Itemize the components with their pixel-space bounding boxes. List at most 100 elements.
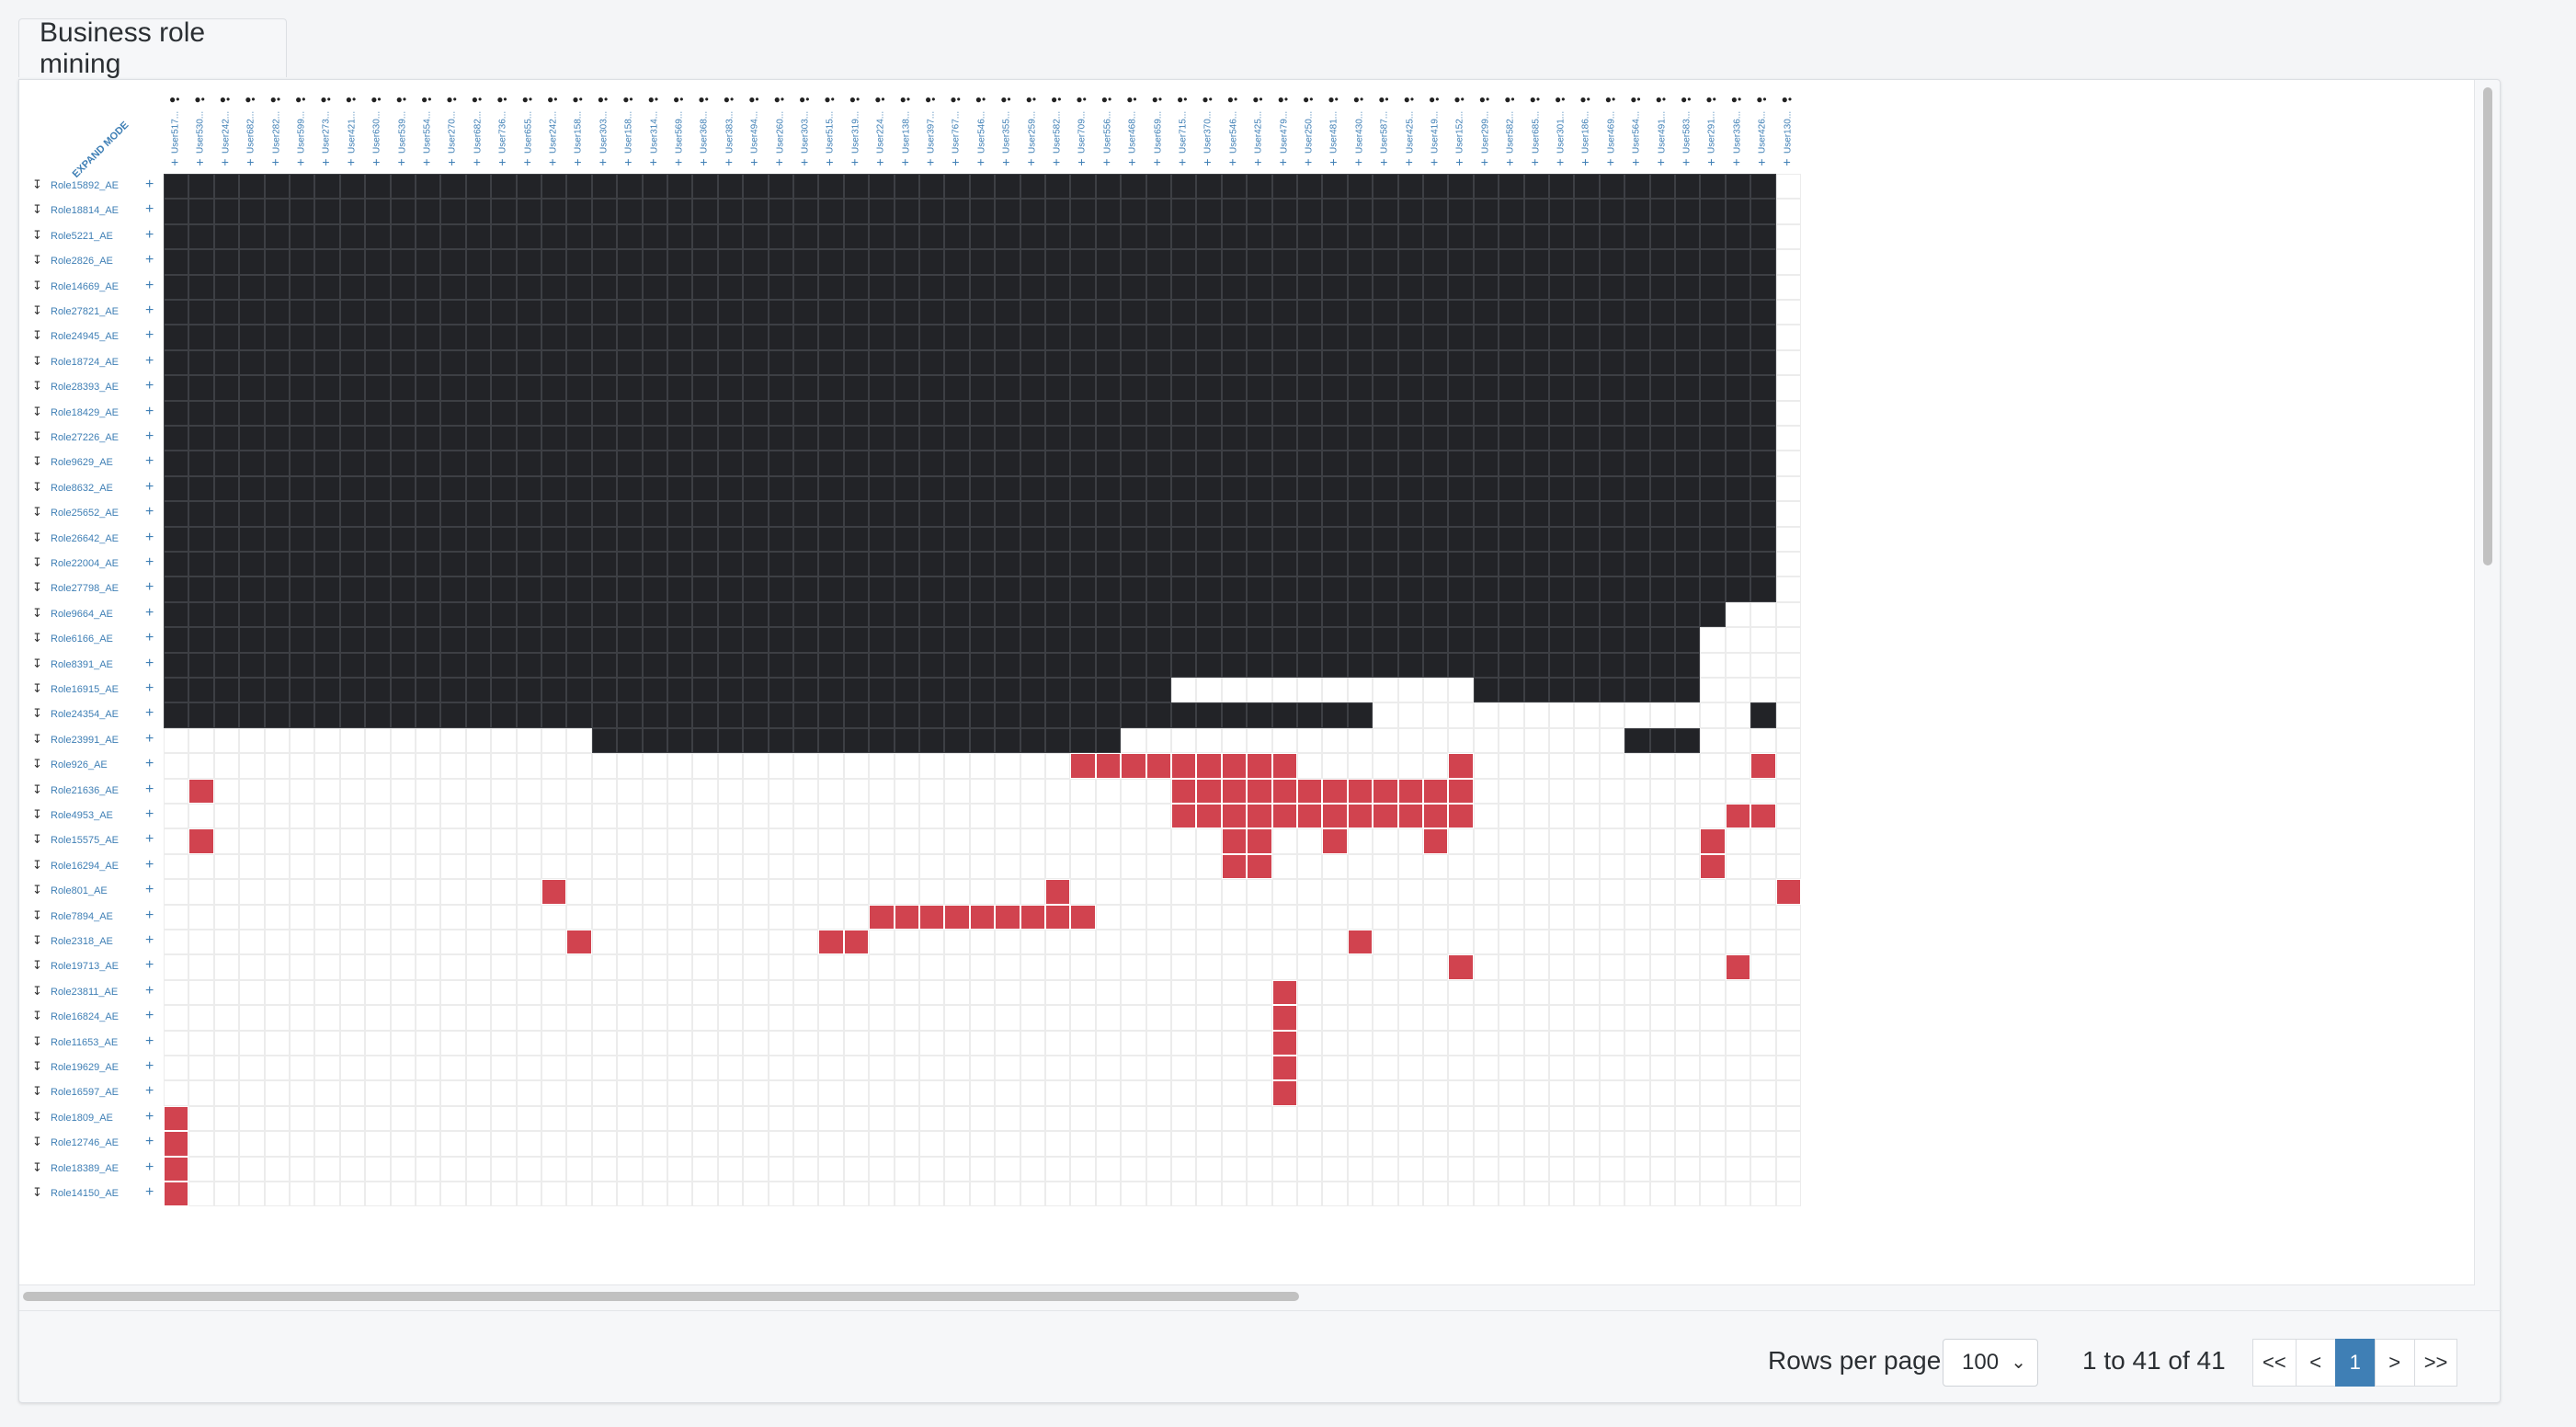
plus-icon[interactable]: + <box>145 352 154 369</box>
matrix-cell-empty[interactable] <box>1070 1005 1096 1031</box>
matrix-cell-empty[interactable] <box>416 879 441 905</box>
plus-icon[interactable]: + <box>145 177 154 192</box>
matrix-cell-assigned[interactable] <box>1473 652 1499 678</box>
matrix-cell-assigned[interactable] <box>617 577 643 602</box>
matrix-cell-assigned[interactable] <box>818 727 844 754</box>
matrix-cell-assigned[interactable] <box>1700 426 1726 451</box>
matrix-cell-empty[interactable] <box>1221 930 1248 955</box>
matrix-cell-empty[interactable] <box>793 954 819 980</box>
matrix-cell-empty[interactable] <box>491 1005 517 1031</box>
matrix-cell-assigned[interactable] <box>1599 274 1625 300</box>
matrix-cell-assigned[interactable] <box>692 627 718 653</box>
matrix-cell-empty[interactable] <box>164 1056 189 1081</box>
matrix-cell-assigned[interactable] <box>743 400 769 426</box>
matrix-cell-assigned[interactable] <box>894 325 919 350</box>
matrix-cell-assigned[interactable] <box>164 349 189 376</box>
matrix-cell-empty[interactable] <box>491 1182 517 1207</box>
matrix-cell-empty[interactable] <box>516 727 541 754</box>
people-icon[interactable]: ●• <box>1453 93 1465 106</box>
matrix-cell-assigned[interactable] <box>1675 199 1701 224</box>
matrix-cell-assigned[interactable] <box>843 223 870 250</box>
matrix-cell-empty[interactable] <box>768 1105 793 1132</box>
matrix-cell-empty[interactable] <box>869 1105 895 1132</box>
matrix-cell-suggested[interactable] <box>1171 753 1197 779</box>
matrix-cell-assigned[interactable] <box>1271 325 1297 350</box>
matrix-cell-assigned[interactable] <box>818 174 844 200</box>
plus-icon[interactable]: + <box>1254 154 1262 169</box>
matrix-cell-assigned[interactable] <box>1448 501 1474 527</box>
matrix-cell-assigned[interactable] <box>365 627 391 653</box>
matrix-cell-assigned[interactable] <box>919 601 945 628</box>
matrix-cell-assigned[interactable] <box>516 300 541 325</box>
matrix-cell-assigned[interactable] <box>1499 249 1524 275</box>
matrix-cell-assigned[interactable] <box>692 349 718 376</box>
matrix-cell-assigned[interactable] <box>969 199 996 224</box>
matrix-cell-empty[interactable] <box>188 727 214 754</box>
matrix-cell-empty[interactable] <box>1171 1005 1197 1031</box>
matrix-cell-assigned[interactable] <box>1020 451 1045 476</box>
matrix-cell-assigned[interactable] <box>793 475 819 502</box>
matrix-cell-assigned[interactable] <box>1045 526 1071 552</box>
matrix-cell-assigned[interactable] <box>1700 349 1726 376</box>
matrix-cell-empty[interactable] <box>1624 702 1650 728</box>
next-page-button[interactable]: > <box>2374 1339 2415 1387</box>
role-row-label[interactable]: Role28393_AE <box>51 382 120 394</box>
matrix-cell-assigned[interactable] <box>339 702 366 728</box>
matrix-cell-assigned[interactable] <box>717 300 744 325</box>
matrix-cell-empty[interactable] <box>264 954 290 980</box>
matrix-cell-assigned[interactable] <box>1574 349 1600 376</box>
matrix-cell-assigned[interactable] <box>1397 223 1423 250</box>
matrix-cell-assigned[interactable] <box>869 727 895 754</box>
matrix-cell-empty[interactable] <box>164 828 189 854</box>
matrix-cell-assigned[interactable] <box>164 174 189 200</box>
matrix-cell-assigned[interactable] <box>516 174 541 200</box>
matrix-cell-empty[interactable] <box>1070 954 1096 980</box>
matrix-cell-empty[interactable] <box>339 904 366 930</box>
matrix-cell-assigned[interactable] <box>213 426 240 451</box>
matrix-cell-assigned[interactable] <box>1725 174 1751 200</box>
matrix-cell-assigned[interactable] <box>365 702 391 728</box>
matrix-cell-empty[interactable] <box>1549 1105 1575 1132</box>
matrix-cell-assigned[interactable] <box>1473 274 1499 300</box>
matrix-cell-suggested[interactable] <box>164 1182 189 1207</box>
matrix-cell-assigned[interactable] <box>1624 375 1650 401</box>
matrix-cell-assigned[interactable] <box>1347 702 1373 728</box>
role-row-label[interactable]: Role8391_AE <box>51 658 113 670</box>
role-row-label[interactable]: Role801_AE <box>51 885 108 897</box>
matrix-cell-assigned[interactable] <box>1171 274 1197 300</box>
matrix-cell-assigned[interactable] <box>1499 601 1524 628</box>
matrix-cell-assigned[interactable] <box>717 678 744 703</box>
matrix-cell-assigned[interactable] <box>1347 426 1373 451</box>
matrix-cell-assigned[interactable] <box>1523 375 1549 401</box>
matrix-cell-empty[interactable] <box>465 828 492 854</box>
matrix-cell-empty[interactable] <box>1297 678 1323 703</box>
matrix-cell-assigned[interactable] <box>894 199 919 224</box>
matrix-cell-assigned[interactable] <box>339 475 366 502</box>
rows-per-page-select[interactable]: 100 ⌄ <box>1943 1339 2038 1387</box>
matrix-cell-assigned[interactable] <box>290 426 315 451</box>
matrix-cell-assigned[interactable] <box>617 274 643 300</box>
matrix-cell-empty[interactable] <box>969 853 996 880</box>
matrix-cell-empty[interactable] <box>793 753 819 779</box>
matrix-cell-assigned[interactable] <box>768 199 793 224</box>
matrix-cell-empty[interactable] <box>1675 853 1701 880</box>
people-icon[interactable]: ●• <box>1328 93 1339 106</box>
matrix-cell-assigned[interactable] <box>793 223 819 250</box>
user-column-label[interactable]: User655... <box>523 110 534 154</box>
matrix-cell-assigned[interactable] <box>1247 223 1272 250</box>
matrix-cell-assigned[interactable] <box>1423 249 1449 275</box>
matrix-cell-assigned[interactable] <box>339 577 366 602</box>
matrix-cell-empty[interactable] <box>1045 778 1071 804</box>
matrix-cell-empty[interactable] <box>516 828 541 854</box>
matrix-cell-empty[interactable] <box>1523 1030 1549 1056</box>
matrix-cell-empty[interactable] <box>1146 1156 1171 1182</box>
matrix-cell-assigned[interactable] <box>591 349 618 376</box>
matrix-cell-empty[interactable] <box>818 1105 844 1132</box>
matrix-cell-assigned[interactable] <box>1725 199 1751 224</box>
matrix-cell-empty[interactable] <box>642 1005 667 1031</box>
matrix-cell-assigned[interactable] <box>692 501 718 527</box>
matrix-cell-empty[interactable] <box>1473 853 1499 880</box>
matrix-cell-assigned[interactable] <box>818 223 844 250</box>
matrix-cell-empty[interactable] <box>1196 1080 1222 1106</box>
matrix-cell-assigned[interactable] <box>1700 526 1726 552</box>
